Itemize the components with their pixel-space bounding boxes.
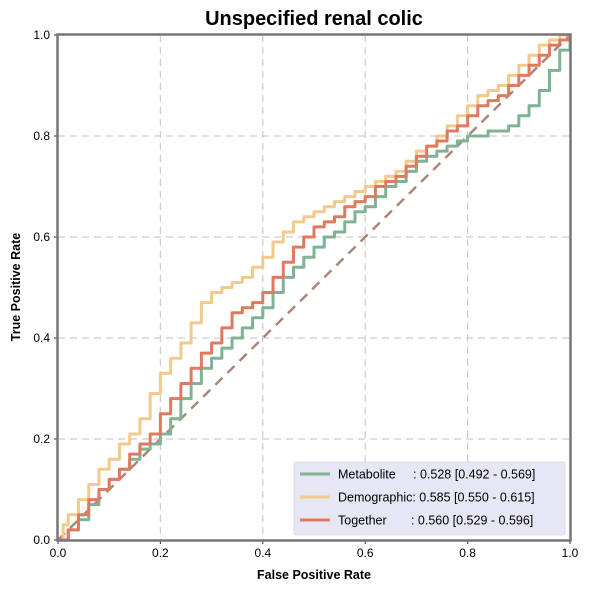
y-tick-label: 0.8 [33, 129, 50, 143]
legend-label: Together : 0.560 [0.529 - 0.596] [338, 514, 533, 528]
y-tick-label: 0.4 [33, 331, 50, 345]
legend: Metabolite : 0.528 [0.492 - 0.569] Demogr… [293, 461, 566, 536]
legend-label: Demographic: 0.585 [0.550 - 0.615] [338, 491, 535, 505]
x-axis-label: False Positive Rate [257, 568, 371, 582]
y-tick-label: 1.0 [33, 28, 50, 42]
chance-line [57, 34, 571, 541]
axis-ticks: 0.0 0.2 0.4 0.6 0.8 1.0 0.0 0.2 0.4 0.6 0.8 1.0 [33, 28, 578, 560]
y-tick-label: 0.6 [33, 230, 50, 244]
plot-frame [56, 33, 572, 542]
x-tick-label: 0.8 [459, 546, 476, 560]
reference-diagonal [57, 34, 571, 541]
y-axis-label: True Positive Rate [9, 233, 23, 341]
x-tick-label: 0.2 [152, 546, 169, 560]
roc-curve-metabolite [58, 35, 572, 542]
x-tick-label: 0.6 [357, 546, 374, 560]
x-tick-label: 0.0 [50, 546, 67, 560]
legend-label: Metabolite : 0.528 [0.492 - 0.569] [338, 468, 535, 482]
roc-curve-demographic [58, 33, 570, 542]
roc-curve-together [58, 35, 572, 542]
y-tick-label: 0.0 [33, 533, 50, 547]
x-tick-label: 0.4 [254, 546, 271, 560]
legend-box [293, 461, 566, 536]
roc-curves [58, 33, 572, 542]
x-tick-label: 1.0 [562, 546, 579, 560]
chart-title: Unspecified renal colic [205, 8, 423, 30]
y-tick-label: 0.2 [33, 432, 50, 446]
